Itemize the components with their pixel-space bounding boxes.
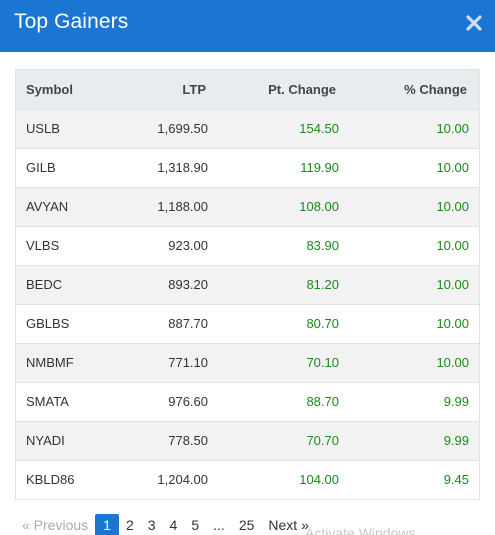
cell-symbol: GILB xyxy=(26,160,56,175)
activate-windows-watermark: Activate Windows xyxy=(305,525,416,535)
pagination-page-5[interactable]: 5 xyxy=(191,517,200,533)
cell-pt-change: 119.90 xyxy=(300,160,339,175)
cell-ltp: 1,699.50 xyxy=(157,121,208,136)
cell-symbol: NMBMF xyxy=(26,355,74,370)
table-row[interactable]: VLBS 923.00 83.90 10.00 xyxy=(16,226,479,265)
cell-ltp: 976.60 xyxy=(168,394,208,409)
pagination: « Previous 1 2 3 4 5 ... 25 Next » xyxy=(15,513,316,535)
cell-ltp: 893.20 xyxy=(168,277,208,292)
cell-ltp: 1,188.00 xyxy=(157,199,208,214)
column-header-ltp[interactable]: LTP xyxy=(182,81,206,97)
cell-pt-change: 108.00 xyxy=(299,199,339,214)
table-row[interactable]: GBLBS 887.70 80.70 10.00 xyxy=(16,304,479,343)
table-row[interactable]: NYADI 778.50 70.70 9.99 xyxy=(16,421,479,460)
cell-ltp: 778.50 xyxy=(168,433,208,448)
gainers-table: Symbol LTP Pt. Change % Change USLB 1,69… xyxy=(16,70,479,499)
cell-symbol: USLB xyxy=(26,121,60,136)
close-button[interactable] xyxy=(465,14,483,32)
pagination-previous[interactable]: « Previous xyxy=(22,517,89,533)
gainers-table-container: Symbol LTP Pt. Change % Change USLB 1,69… xyxy=(15,69,480,500)
modal-header: Top Gainers xyxy=(0,0,495,52)
cell-pct-change: 10.00 xyxy=(436,277,469,292)
cell-pt-change: 83.90 xyxy=(306,238,339,253)
cell-pct-change: 10.00 xyxy=(436,238,469,253)
cell-pct-change: 10.00 xyxy=(436,355,469,370)
column-header-pt-change[interactable]: Pt. Change xyxy=(268,81,336,97)
cell-symbol: GBLBS xyxy=(26,316,70,331)
pagination-next[interactable]: Next » xyxy=(268,517,309,533)
pagination-page-3[interactable]: 3 xyxy=(147,517,156,533)
column-header-pct-change[interactable]: % Change xyxy=(404,81,467,97)
cell-ltp: 887.70 xyxy=(168,316,208,331)
table-row[interactable]: BEDC 893.20 81.20 10.00 xyxy=(16,265,479,304)
cell-pt-change: 70.10 xyxy=(306,355,339,370)
cell-ltp: 771.10 xyxy=(168,355,208,370)
table-row[interactable]: KBLD86 1,204.00 104.00 9.45 xyxy=(16,460,479,499)
table-row[interactable]: GILB 1,318.90 119.90 10.00 xyxy=(16,148,479,187)
cell-symbol: SMATA xyxy=(26,394,69,409)
cell-pt-change: 70.70 xyxy=(306,433,339,448)
cell-pct-change: 9.99 xyxy=(443,394,469,409)
pagination-page-2[interactable]: 2 xyxy=(125,517,134,533)
modal-title: Top Gainers xyxy=(14,10,129,33)
cell-pt-change: 154.50 xyxy=(299,121,339,136)
table-row[interactable]: SMATA 976.60 88.70 9.99 xyxy=(16,382,479,421)
pagination-page-last[interactable]: 25 xyxy=(238,517,255,533)
cell-pt-change: 81.20 xyxy=(306,277,339,292)
cell-symbol: KBLD86 xyxy=(26,472,75,488)
cell-pct-change: 10.00 xyxy=(436,199,469,214)
cell-pct-change: 10.00 xyxy=(436,121,469,136)
cell-symbol: VLBS xyxy=(26,238,60,253)
cell-pt-change: 80.70 xyxy=(306,316,339,331)
cell-ltp: 923.00 xyxy=(168,238,208,253)
cell-pct-change: 9.99 xyxy=(443,433,469,448)
cell-pt-change: 88.70 xyxy=(306,394,339,409)
cell-symbol: BEDC xyxy=(26,277,63,292)
cell-pt-change: 104.00 xyxy=(299,472,339,488)
table-header-row: Symbol LTP Pt. Change % Change xyxy=(16,70,479,109)
cell-ltp: 1,204.00 xyxy=(157,472,208,488)
pagination-ellipsis: ... xyxy=(213,517,225,533)
table-row[interactable]: NMBMF 771.10 70.10 10.00 xyxy=(16,343,479,382)
pagination-page-4[interactable]: 4 xyxy=(169,517,178,533)
table-row[interactable]: AVYAN 1,188.00 108.00 10.00 xyxy=(16,187,479,226)
close-icon xyxy=(466,15,482,31)
cell-pct-change: 10.00 xyxy=(436,160,469,175)
cell-ltp: 1,318.90 xyxy=(157,160,208,175)
cell-pct-change: 9.45 xyxy=(443,472,469,488)
cell-pct-change: 10.00 xyxy=(436,316,469,331)
pagination-page-1[interactable]: 1 xyxy=(95,514,119,535)
table-row[interactable]: USLB 1,699.50 154.50 10.00 xyxy=(16,109,479,148)
cell-symbol: AVYAN xyxy=(26,199,69,214)
cell-symbol: NYADI xyxy=(26,433,65,448)
column-header-symbol[interactable]: Symbol xyxy=(26,81,73,97)
